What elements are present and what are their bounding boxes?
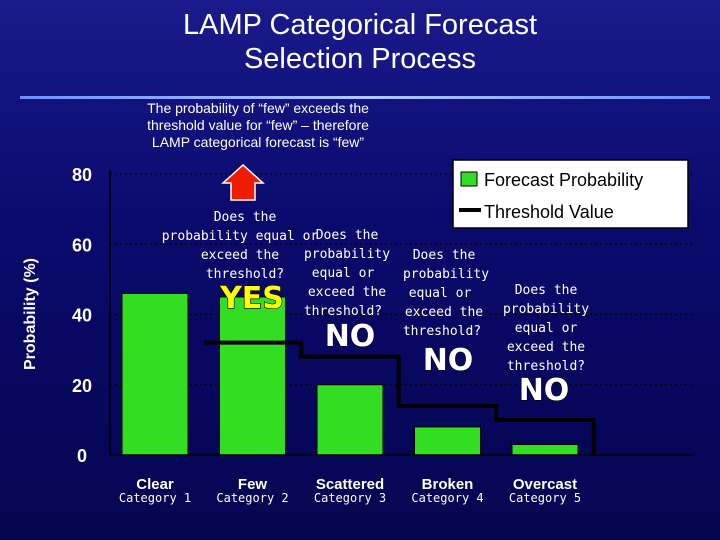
question-line: Does the xyxy=(214,210,277,225)
bar-few xyxy=(219,296,286,456)
category-label: Broken xyxy=(422,476,474,493)
legend-label: Threshold Value xyxy=(484,202,614,222)
y-tick-label: 60 xyxy=(72,235,92,255)
bar-clear xyxy=(121,292,189,456)
y-tick-label: 20 xyxy=(72,376,92,396)
note-line: threshold value for “few” – therefore xyxy=(147,117,369,133)
up-arrow-icon xyxy=(221,163,265,201)
legend-box xyxy=(452,159,689,229)
explanation-note: The probability of “few” exceeds the thr… xyxy=(108,100,408,151)
grid-lines xyxy=(110,173,692,386)
question-line: probability xyxy=(304,247,390,262)
category-number-label: Category 1 xyxy=(119,491,191,505)
question-line: Does the xyxy=(515,283,578,298)
up-arrow-shape xyxy=(221,163,265,201)
title-line-2: Selection Process xyxy=(243,43,477,75)
threshold-line xyxy=(203,340,596,455)
bar-broken xyxy=(414,426,481,456)
question-line: threshold? xyxy=(403,324,481,339)
legend: Forecast Probability Threshold Value xyxy=(452,159,689,229)
category-label: Clear xyxy=(136,476,174,493)
y-tick-label: 80 xyxy=(72,165,92,185)
title-line-1: LAMP Categorical Forecast xyxy=(182,9,538,41)
bar-scattered xyxy=(316,384,384,456)
category-label: Overcast xyxy=(513,476,577,493)
axes xyxy=(109,170,692,456)
question-line: equal or xyxy=(515,321,578,336)
answer-no: NO xyxy=(423,343,474,378)
question-line: Does the xyxy=(316,228,379,243)
category-number-label: Category 4 xyxy=(411,491,483,505)
category-label: Scattered xyxy=(316,476,384,493)
question-line: equal or xyxy=(312,266,375,281)
question-line: probability xyxy=(403,267,489,282)
question-line: exceed the xyxy=(507,340,585,355)
question-line: threshold? xyxy=(206,267,284,282)
question-line: exceed the xyxy=(201,248,279,263)
y-tick-label: 0 xyxy=(77,446,87,466)
question-line: exceed the xyxy=(405,305,483,320)
slide-title: LAMP Categorical Forecast Selection Proc… xyxy=(0,8,720,76)
note-line: The probability of “few” exceeds the xyxy=(147,100,369,116)
question-line: probability xyxy=(503,302,589,317)
question-line: exceed the xyxy=(308,285,386,300)
category-number-label: Category 3 xyxy=(314,491,386,505)
answer-no: NO xyxy=(325,319,376,354)
note-line: LAMP categorical forecast is “few” xyxy=(151,134,365,150)
category-label: Few xyxy=(238,476,268,493)
question-line: threshold? xyxy=(507,359,585,374)
category-number-label: Category 2 xyxy=(216,491,288,505)
question-line: threshold? xyxy=(304,304,382,319)
bars xyxy=(121,292,579,456)
title-divider xyxy=(20,96,710,99)
legend-bar-swatch xyxy=(460,171,478,187)
question-line: probability equal or xyxy=(162,229,319,244)
answer-yes: YES xyxy=(219,281,284,316)
question-line: equal or xyxy=(409,286,472,301)
question-line: Does the xyxy=(413,248,476,263)
bar-overcast xyxy=(511,443,579,456)
legend-label: Forecast Probability xyxy=(484,170,643,190)
category-number-label: Category 5 xyxy=(509,491,581,505)
threshold-step-line xyxy=(203,340,596,455)
answer-no: NO xyxy=(519,373,570,408)
legend-line-swatch xyxy=(459,208,481,212)
y-axis-label: Probability (%) xyxy=(22,258,39,370)
y-tick-label: 40 xyxy=(72,306,92,326)
